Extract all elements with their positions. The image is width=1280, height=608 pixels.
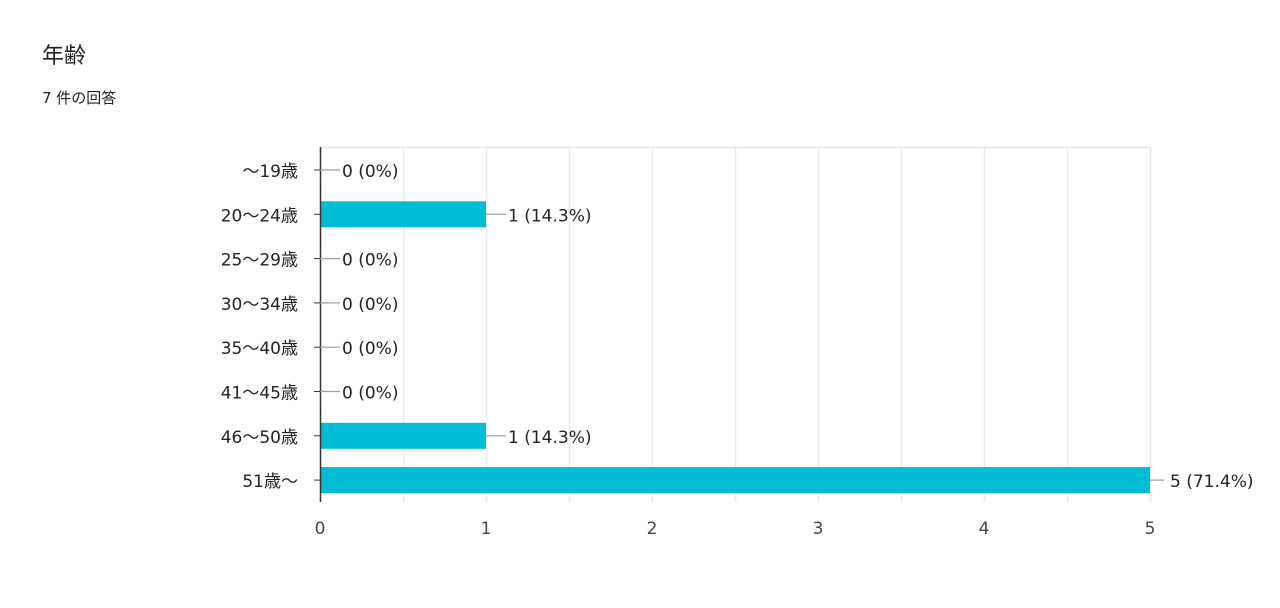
label-layer: 〜19歳 0 (0%) 20〜24歳 1 (14.3%) 25〜29歳 0 (0%) 30〜…: [221, 162, 1254, 539]
category-label: 20〜24歳: [221, 206, 298, 226]
data-label: 0 (0%): [342, 295, 398, 315]
question-title: 年齢: [42, 44, 87, 69]
category-label: 〜19歳: [242, 162, 298, 182]
x-tick-label: 5: [1145, 519, 1156, 539]
x-tick-label: 3: [813, 519, 824, 539]
x-tick-label: 4: [979, 519, 990, 539]
x-tick-label: 1: [481, 519, 492, 539]
category-label: 46〜50歳: [221, 428, 298, 448]
data-label: 0 (0%): [342, 339, 398, 359]
category-label: 35〜40歳: [221, 339, 298, 359]
category-label: 30〜34歳: [221, 295, 298, 315]
data-label: 5 (71.4%): [1170, 472, 1254, 492]
category-label: 41〜45歳: [221, 384, 298, 404]
bar[interactable]: [320, 467, 1150, 494]
x-tick-label: 2: [647, 519, 658, 539]
data-label: 0 (0%): [342, 251, 398, 271]
data-label: 0 (0%): [342, 384, 398, 404]
bar[interactable]: [320, 422, 486, 449]
data-label: 0 (0%): [342, 162, 398, 182]
category-label: 25〜29歳: [221, 251, 298, 271]
bar-layer: [320, 201, 1150, 494]
bar[interactable]: [320, 201, 486, 228]
data-label: 1 (14.3%): [508, 428, 592, 448]
axis-layer: [314, 147, 322, 502]
response-count: 7 件の回答: [42, 89, 117, 107]
x-tick-label: 0: [315, 519, 326, 539]
category-label: 51歳〜: [242, 472, 298, 492]
data-label: 1 (14.3%): [508, 206, 592, 226]
